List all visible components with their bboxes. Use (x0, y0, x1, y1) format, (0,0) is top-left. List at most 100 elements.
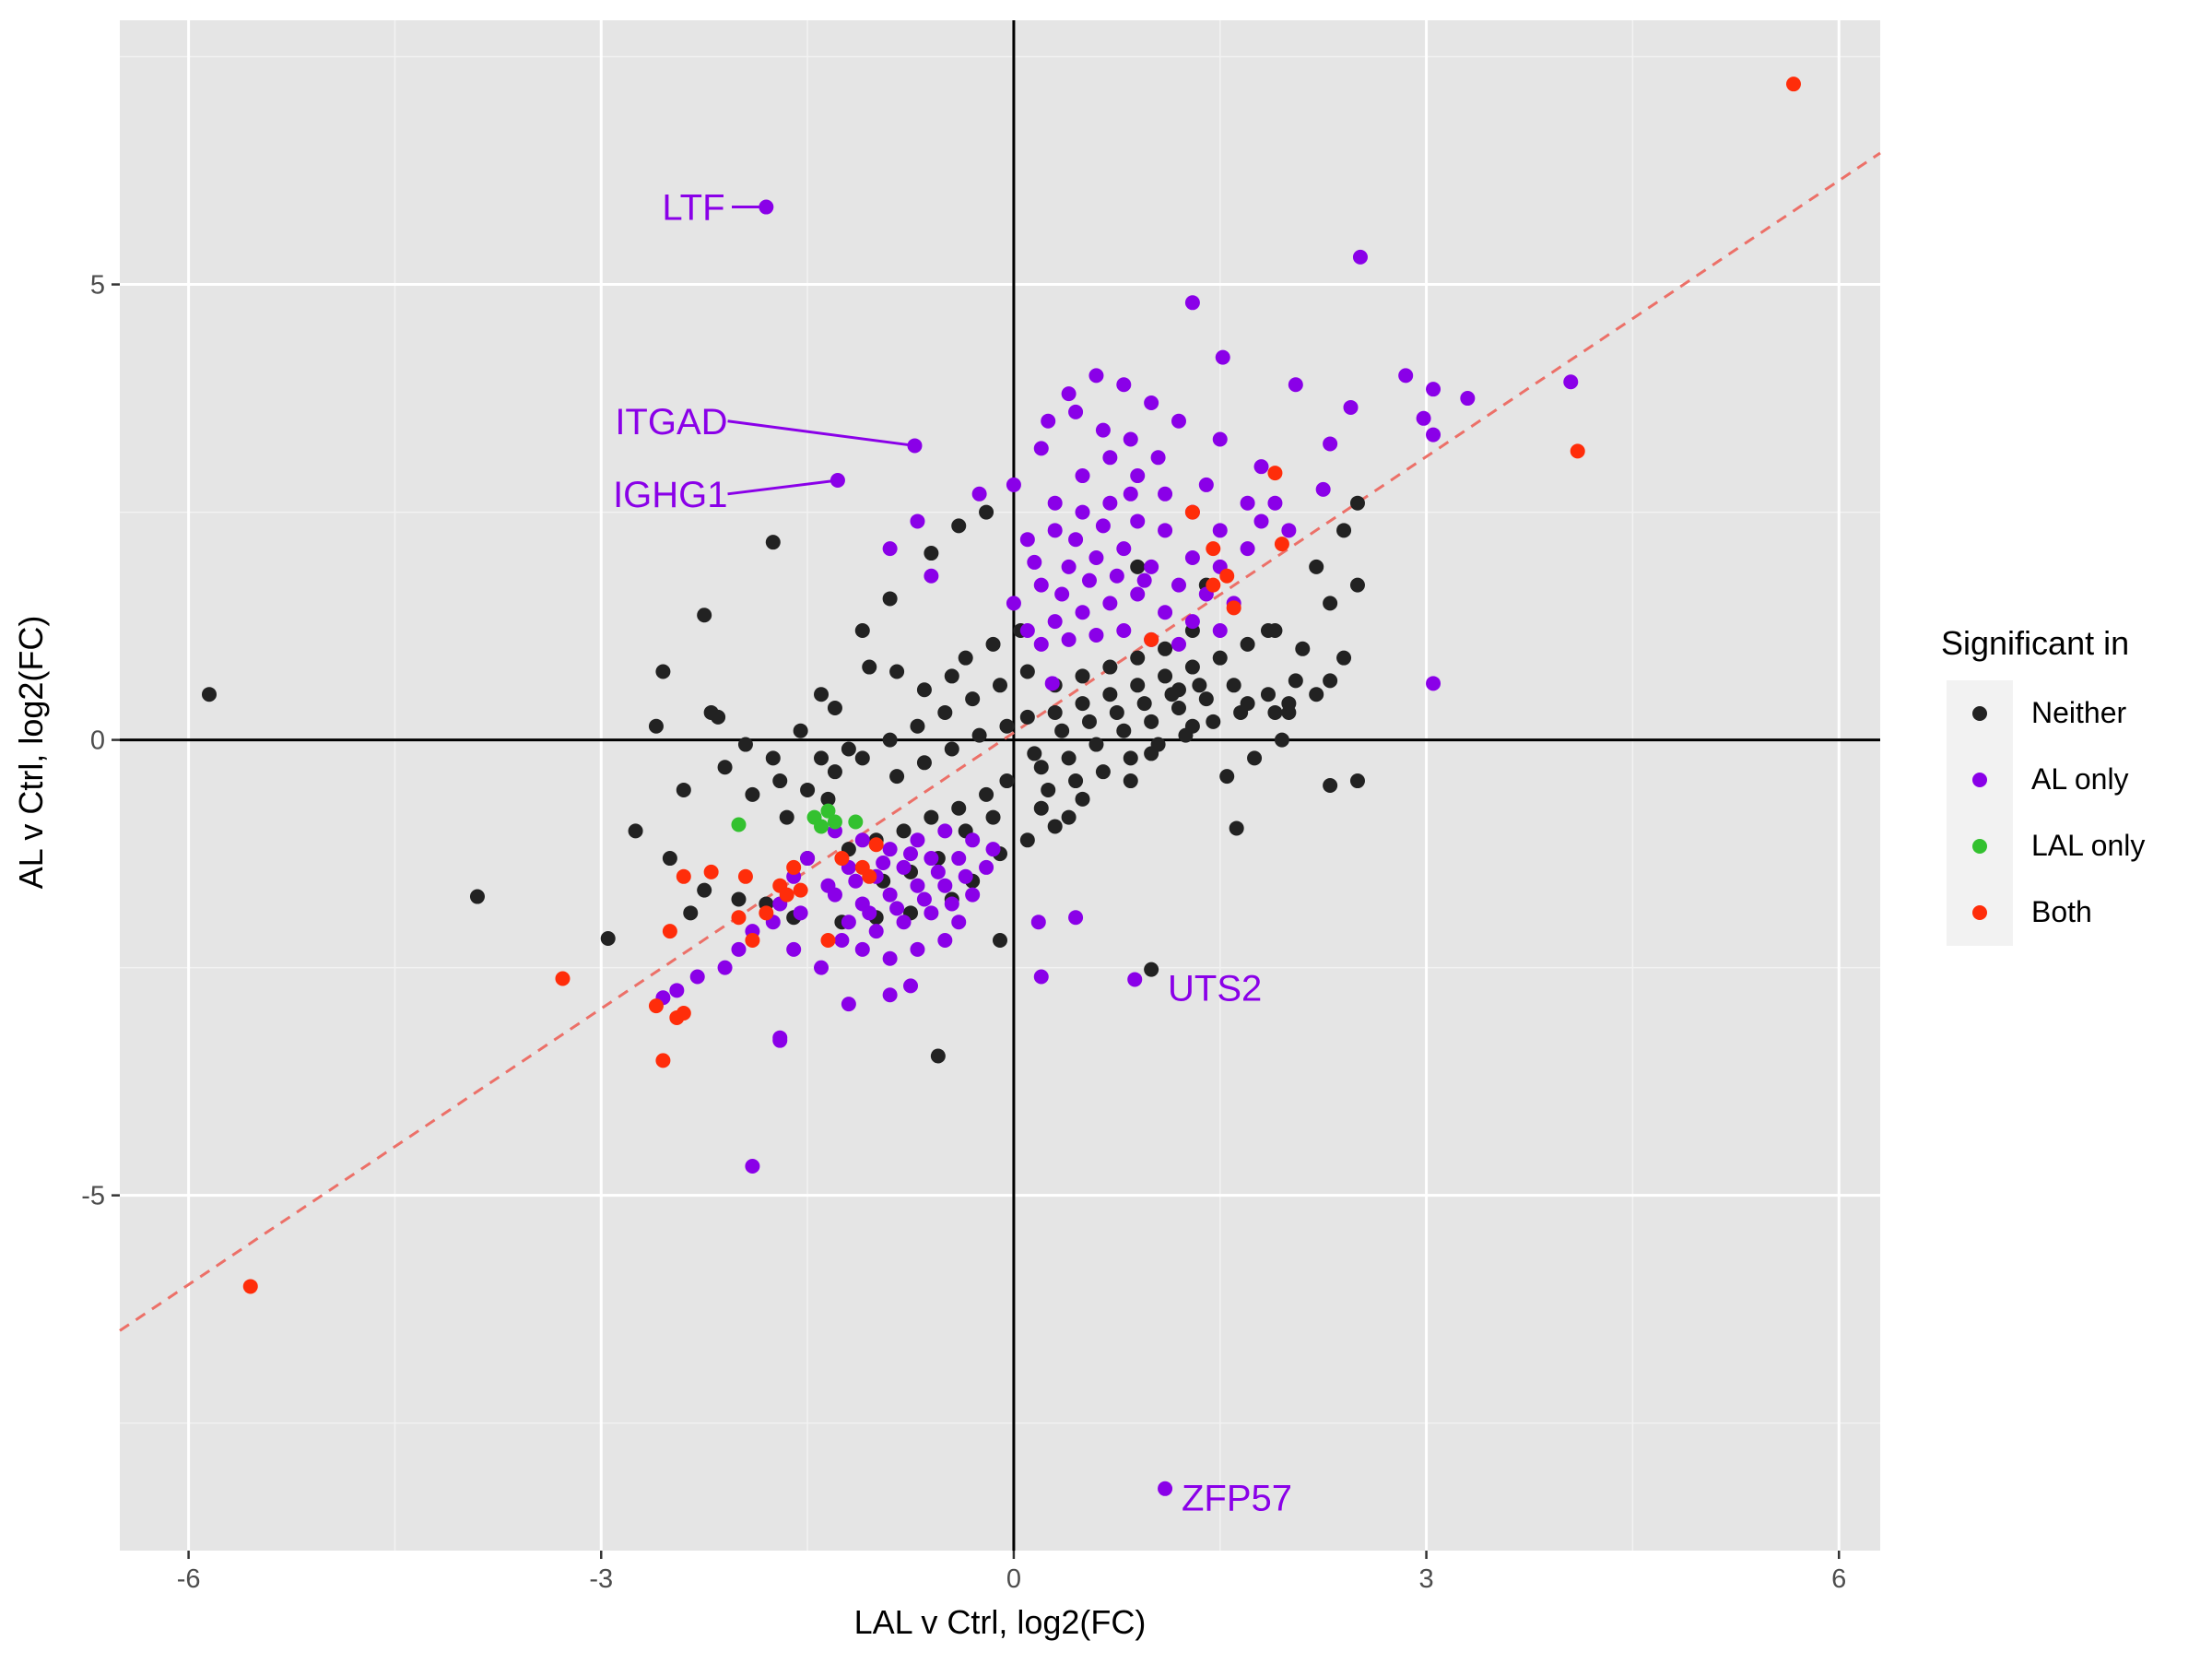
point-neither (1229, 820, 1244, 836)
point-neither (1130, 559, 1146, 574)
annotation-leader-line (727, 478, 839, 496)
point-neither (655, 664, 671, 679)
point-neither (814, 750, 830, 766)
point-al-only (965, 887, 981, 903)
point-neither (1061, 809, 1077, 825)
point-neither (979, 786, 994, 802)
point-both (1206, 577, 1221, 593)
point-neither (662, 851, 677, 867)
point-both (868, 837, 884, 853)
point-al-only (1095, 518, 1111, 534)
point-al-only (1426, 676, 1441, 691)
point-neither (676, 782, 691, 797)
point-al-only (1006, 477, 1021, 492)
point-neither (1336, 523, 1352, 538)
point-neither (924, 546, 939, 561)
x-tick-label: -6 (177, 1564, 201, 1594)
annotation-label: IGHG1 (613, 475, 727, 515)
legend-title: Significant in (1941, 624, 2129, 662)
point-al-only (1123, 486, 1138, 502)
point-al-only (1033, 441, 1049, 456)
point-al-only (1281, 523, 1297, 538)
legend-key-marker (1972, 839, 1987, 854)
point-neither (1088, 737, 1104, 752)
point-al-only (1033, 577, 1049, 593)
x-tick-label: -3 (589, 1564, 613, 1594)
point-al-only (1267, 495, 1283, 511)
point-al-only (1061, 386, 1077, 402)
point-al-only (1116, 623, 1132, 639)
point-neither (1323, 778, 1338, 793)
point-neither (1130, 650, 1146, 666)
point-neither (772, 773, 788, 789)
point-al-only (1047, 495, 1063, 511)
annotation-label: ZFP57 (1182, 1479, 1292, 1519)
point-al-only (1102, 596, 1118, 611)
point-al-only (910, 941, 925, 957)
point-al-only (930, 864, 946, 879)
point-al-only (937, 878, 953, 893)
point-neither (717, 760, 733, 775)
point-neither (1102, 659, 1118, 675)
point-al-only (910, 832, 925, 848)
point-al-only (1171, 577, 1186, 593)
point-al-only (896, 915, 912, 930)
point-al-only (834, 932, 850, 948)
point-al-only (1158, 605, 1173, 620)
point-al-only (1068, 532, 1084, 548)
point-neither (1054, 723, 1070, 738)
point-al-only (1054, 586, 1070, 602)
point-both (676, 1006, 691, 1021)
point-both (676, 868, 691, 884)
point-neither (1123, 750, 1138, 766)
point-both (1144, 631, 1159, 647)
annotation-label: LTF (662, 188, 724, 229)
point-al-only (1088, 368, 1104, 384)
point-lal-only (820, 803, 836, 819)
point-al-only (1212, 623, 1228, 639)
point-al-only (876, 855, 891, 870)
point-neither (827, 764, 842, 780)
point-neither (958, 650, 973, 666)
point-neither (628, 823, 643, 839)
point-al-only (903, 978, 919, 994)
point-al-only (772, 1033, 788, 1048)
point-neither (924, 809, 939, 825)
point-al-only (1184, 614, 1200, 630)
point-al-only (1212, 523, 1228, 538)
diagonal-trend-line (119, 151, 1881, 1332)
legend-key-background (1947, 680, 2013, 946)
point-both (703, 864, 719, 879)
point-neither (745, 786, 760, 802)
point-al-only (924, 905, 939, 921)
point-neither (1260, 687, 1276, 702)
point-neither (765, 750, 781, 766)
point-al-only (1398, 368, 1414, 384)
point-al-only (1315, 481, 1331, 497)
y-tick-label: 5 (90, 271, 105, 301)
point-al-only (1130, 586, 1146, 602)
point-al-only (854, 941, 870, 957)
point-neither (1206, 714, 1221, 729)
point-neither (1226, 678, 1241, 693)
point-both (1267, 466, 1283, 481)
point-neither (1075, 668, 1090, 684)
point-neither (1349, 577, 1365, 593)
point-neither (862, 659, 877, 675)
point-neither (1198, 691, 1214, 707)
point-both (555, 971, 571, 986)
point-al-only (971, 486, 987, 502)
point-al-only (1088, 549, 1104, 565)
point-al-only (1130, 513, 1146, 529)
point-al-only (1123, 431, 1138, 447)
point-both (242, 1279, 258, 1294)
point-al-only (1068, 404, 1084, 419)
point-both (655, 1053, 671, 1068)
point-neither (993, 678, 1007, 693)
point-al-only (1352, 249, 1368, 265)
point-neither (201, 687, 217, 702)
point-neither (1095, 764, 1111, 780)
point-neither (1295, 641, 1311, 656)
point-al-only (924, 568, 939, 584)
